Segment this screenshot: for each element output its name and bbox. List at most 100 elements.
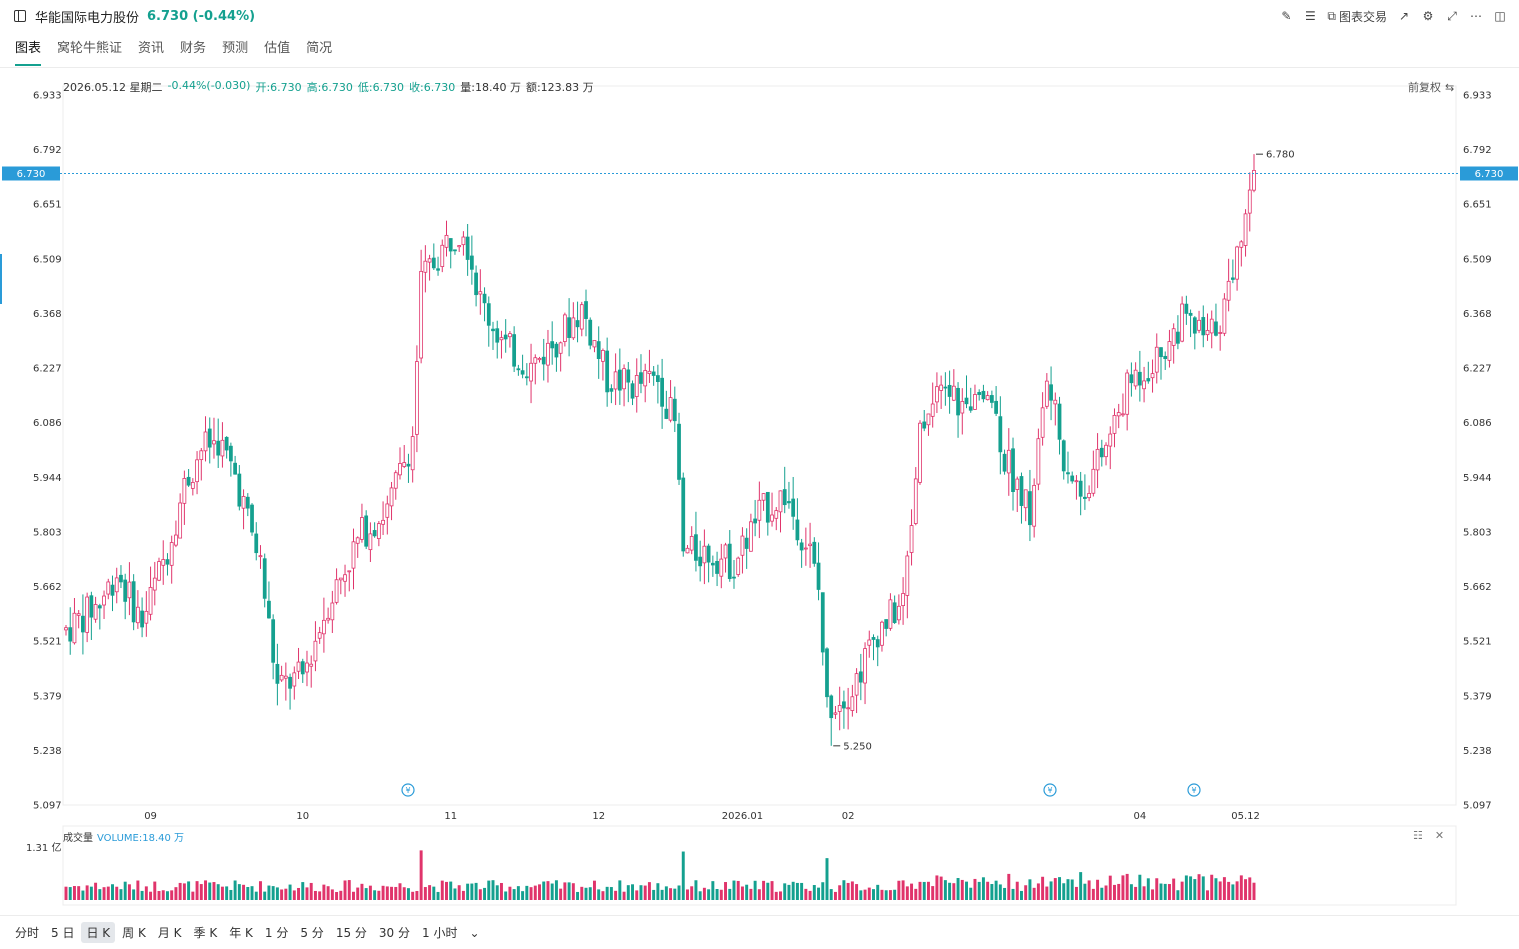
volume-bar <box>931 886 935 900</box>
period-15min[interactable]: 15 分 <box>335 926 367 940</box>
candle-body <box>381 519 385 525</box>
candle-body <box>186 476 191 486</box>
period-daily[interactable]: 日 K <box>81 922 116 943</box>
candle-body <box>1218 332 1223 334</box>
tab-warrants[interactable]: 窝轮牛熊证 <box>57 41 123 56</box>
volume-bar <box>94 882 98 900</box>
candle-body <box>1104 444 1108 458</box>
candle-body <box>169 542 174 566</box>
candle-body <box>520 370 525 375</box>
candle-body <box>567 317 571 338</box>
candle-body <box>292 672 297 687</box>
period-1hour[interactable]: 1 小时 <box>422 926 458 940</box>
tab-finance[interactable]: 财务 <box>180 41 207 56</box>
tab-news[interactable]: 资讯 <box>138 41 165 56</box>
volume-bar <box>297 887 301 900</box>
tab-profile[interactable]: 简况 <box>306 41 333 56</box>
candle-body <box>254 533 259 554</box>
candle-body <box>72 612 77 644</box>
kline-chart[interactable]: 6.933 6.933 6.792 6.792 6.651 6.651 6.509 6.509… <box>0 68 1519 914</box>
tab-chart[interactable]: 图表 <box>15 36 42 66</box>
candle-body <box>415 361 419 435</box>
volume-bar <box>521 891 525 900</box>
candle-body <box>503 334 508 340</box>
period-more-chevron-icon[interactable]: ⌄ <box>469 925 480 940</box>
candle-body <box>685 547 690 554</box>
window-icon[interactable]: ◫ <box>1494 9 1506 23</box>
sidebar-toggle-icon[interactable] <box>14 10 26 22</box>
candle-body <box>423 260 428 273</box>
indicator-icon[interactable]: ↗ <box>1398 9 1410 23</box>
expand-icon[interactable]: ⤢ <box>1447 8 1457 23</box>
volume-bar <box>250 886 254 900</box>
volume-bar <box>910 883 914 900</box>
chart-trade-button[interactable]: ⧉ 图表交易 <box>1327 8 1387 24</box>
candle-body <box>140 610 144 628</box>
period-5day[interactable]: 5 日 <box>51 926 75 940</box>
tab-forecast[interactable]: 预测 <box>222 41 249 56</box>
candle-body <box>106 581 111 595</box>
volume-bar <box>1011 888 1015 900</box>
volume-plot-frame <box>62 825 1457 906</box>
candle-body <box>727 543 732 579</box>
adjust-label: 前复权 <box>1408 81 1441 94</box>
gear-icon[interactable]: ⚙ <box>1422 9 1434 23</box>
event-marker-icon <box>1187 783 1201 797</box>
candle-body <box>651 371 656 376</box>
candle-body <box>444 234 449 248</box>
more-icon[interactable]: ⋯ <box>1470 9 1482 23</box>
period-yearly[interactable]: 年 K <box>229 926 253 940</box>
y-tick-left: 5.803 <box>33 527 62 538</box>
volume-bar <box>529 887 533 900</box>
candle-body <box>195 459 199 483</box>
volume-bar <box>990 884 994 900</box>
volume-bar <box>1007 873 1011 900</box>
period-monthly[interactable]: 月 K <box>157 926 182 940</box>
period-intraday[interactable]: 分时 <box>15 926 40 940</box>
period-weekly[interactable]: 周 K <box>122 926 146 940</box>
candle-body <box>161 559 166 566</box>
volume-bar <box>246 886 250 900</box>
candle-body <box>1099 447 1104 458</box>
volume-bar <box>98 889 102 900</box>
volume-bar <box>1003 887 1007 900</box>
period-5min[interactable]: 5 分 <box>300 926 324 940</box>
candle-body <box>233 462 237 475</box>
top-bar: 华能国际电力股份 6.730 (-0.44%) ✎ ☰ ⧉ 图表交易 ↗ ⚙ ⤢ … <box>0 0 1519 32</box>
volume-bar <box>106 886 110 900</box>
candle-body <box>427 258 432 263</box>
candle-body <box>960 401 965 414</box>
volume-close-icon[interactable]: ✕ <box>1434 829 1445 842</box>
volume-bar <box>212 882 216 900</box>
volume-bar <box>981 877 985 900</box>
candle-body <box>930 403 935 417</box>
volume-bar <box>394 886 398 900</box>
candle-body <box>820 592 825 653</box>
candle-body <box>1015 478 1020 490</box>
pencil-icon[interactable]: ✎ <box>1281 9 1292 23</box>
candle-body <box>964 397 969 405</box>
candle-body <box>1133 369 1138 387</box>
candle-body <box>905 555 910 596</box>
period-quarterly[interactable]: 季 K <box>193 926 218 940</box>
candle-body <box>622 368 626 390</box>
volume-settings-icon[interactable]: ☷ <box>1413 829 1423 842</box>
candle-body <box>884 619 889 629</box>
volume-bar <box>390 886 394 900</box>
volume-bar <box>1184 875 1188 900</box>
candle-body <box>102 595 106 606</box>
candle-body <box>178 502 183 539</box>
list-icon[interactable]: ☰ <box>1305 9 1316 23</box>
candle-body <box>791 498 796 517</box>
volume-bar <box>584 887 588 900</box>
volume-bar <box>677 885 681 900</box>
volume-bar <box>1218 881 1222 900</box>
adjust-toggle[interactable]: 前复权 ⇆ <box>1408 79 1454 95</box>
volume-bar <box>897 880 901 900</box>
period-1min[interactable]: 1 分 <box>264 926 289 940</box>
volume-bar <box>905 886 909 900</box>
volume-bar <box>453 888 457 900</box>
volume-bar <box>838 885 842 900</box>
period-30min[interactable]: 30 分 <box>378 926 410 940</box>
tab-valuation[interactable]: 估值 <box>264 41 291 56</box>
